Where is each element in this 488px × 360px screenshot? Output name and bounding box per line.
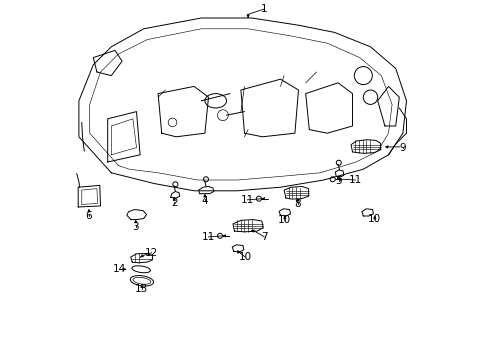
Text: 11: 11 [348,175,361,185]
Text: 11: 11 [202,232,215,242]
Text: 10: 10 [367,214,381,224]
Text: 13: 13 [135,284,148,294]
Text: 10: 10 [238,252,251,262]
Text: 14: 14 [112,264,125,274]
Text: 2: 2 [171,198,177,208]
Text: 1: 1 [261,4,267,14]
Text: 5: 5 [335,176,342,186]
Text: 3: 3 [132,222,139,232]
Text: 11: 11 [240,195,253,205]
Text: 9: 9 [399,143,406,153]
Text: 7: 7 [261,232,267,242]
Text: 12: 12 [145,248,158,258]
Text: 6: 6 [85,211,92,221]
Text: 10: 10 [278,215,291,225]
Text: 4: 4 [201,196,208,206]
Text: 8: 8 [294,199,301,210]
